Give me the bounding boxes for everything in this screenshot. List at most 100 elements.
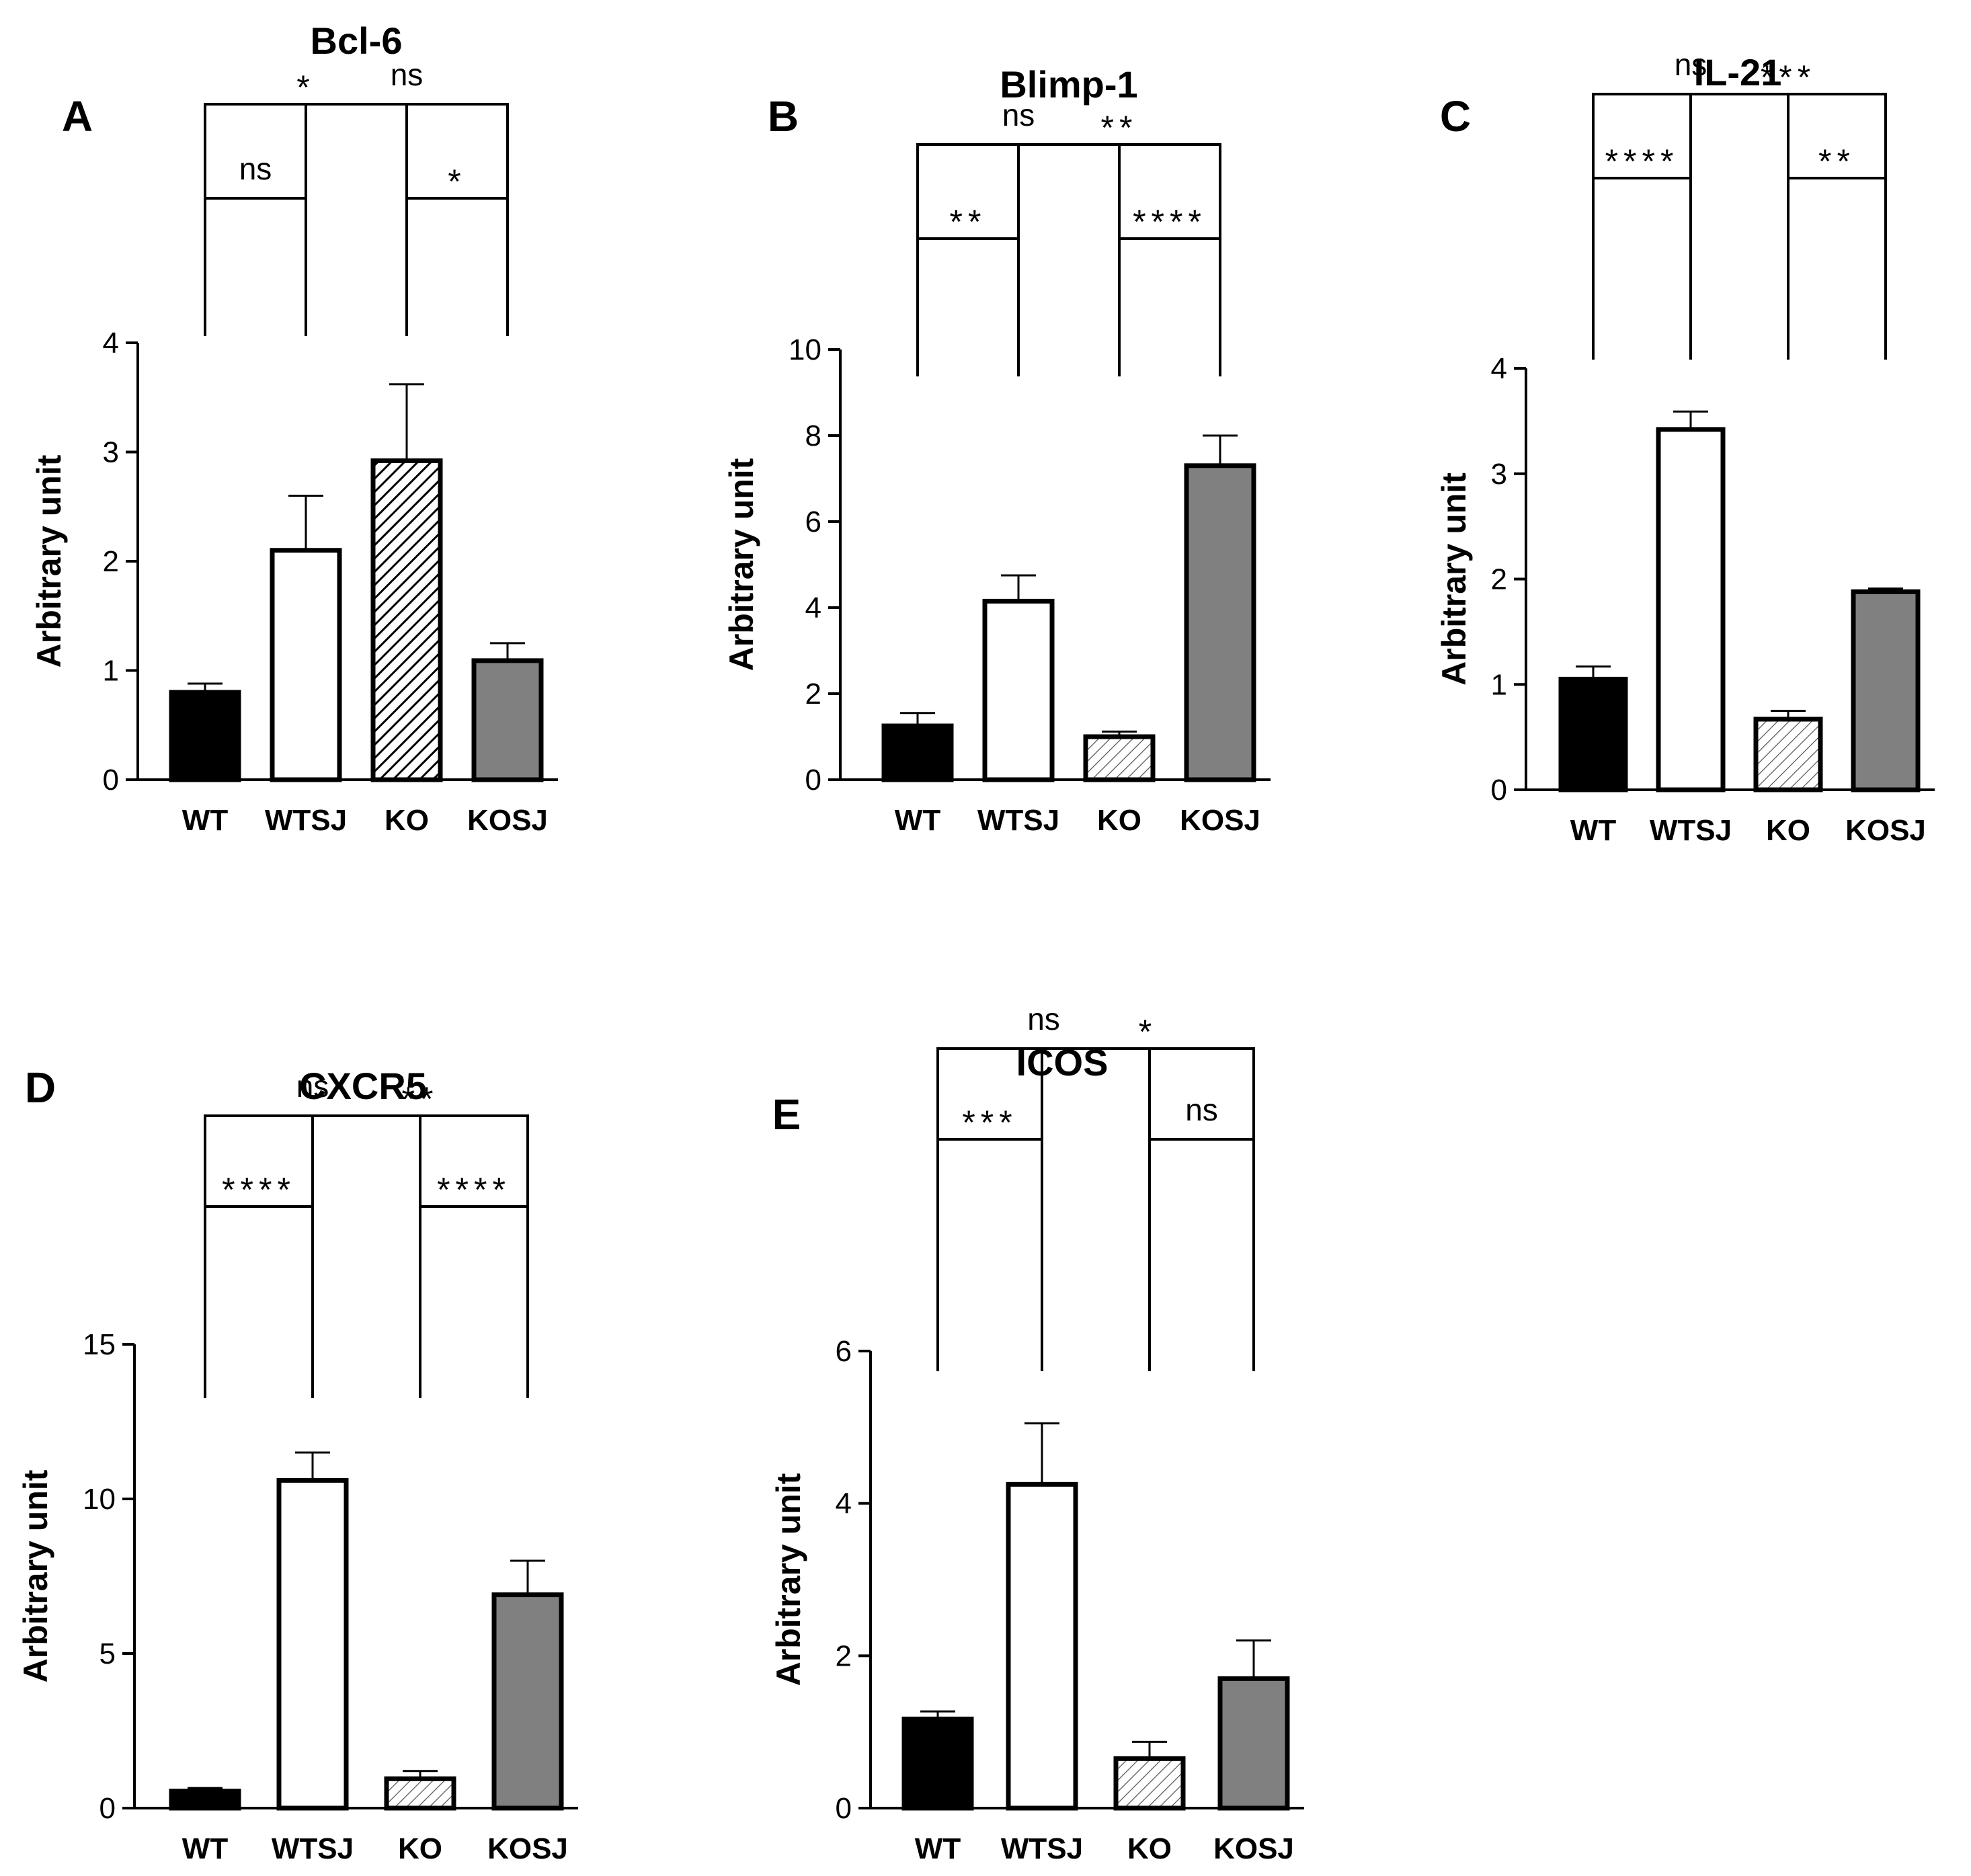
bar-wt xyxy=(169,690,241,782)
x-tick-label: KO xyxy=(1766,814,1810,847)
bar-ko xyxy=(1113,1756,1186,1811)
y-tick-label: 0 xyxy=(836,1792,852,1825)
x-tick-label: KOSJ xyxy=(1845,814,1926,847)
y-tick-label: 1 xyxy=(1491,668,1507,701)
significance-bracket xyxy=(419,1205,529,1398)
significance-label: * xyxy=(1139,1013,1157,1051)
y-tick-label: 4 xyxy=(836,1487,852,1520)
x-tick-label: WTSJ xyxy=(977,804,1059,837)
significance-bracket xyxy=(936,1138,1043,1371)
bar-kosj xyxy=(1184,463,1256,782)
panel-letter: C xyxy=(1440,92,1471,140)
bar-ko xyxy=(384,1776,456,1811)
y-tick-label: 3 xyxy=(103,436,119,469)
y-tick-label: 2 xyxy=(103,545,119,578)
panel-letter: A xyxy=(62,92,93,140)
y-tick-label: 2 xyxy=(1491,563,1507,596)
x-tick-label: KOSJ xyxy=(487,1832,568,1865)
significance-bracket xyxy=(1148,1138,1255,1371)
y-tick-label: 5 xyxy=(99,1637,116,1670)
x-tick-label: WTSJ xyxy=(1650,814,1732,847)
significance-bracket xyxy=(204,1205,314,1398)
bar-kosj xyxy=(1851,589,1921,792)
significance-label: ** xyxy=(1101,109,1138,147)
significance-label: **** xyxy=(437,1171,511,1209)
y-tick-label: 0 xyxy=(103,764,119,797)
bar-wt xyxy=(881,723,954,782)
x-tick-label: WT xyxy=(915,1832,961,1865)
y-tick-label: 1 xyxy=(103,655,119,688)
significance-label: * xyxy=(296,69,315,106)
significance-label: ns xyxy=(239,151,272,186)
panel-a: A Bcl-6 0 1 2 3 4 Arbitrary unit WT WTSJ KO KOSJ ns *… xyxy=(30,19,558,837)
bar-ko xyxy=(1083,734,1156,782)
x-tick-label: WT xyxy=(182,804,229,837)
significance-bracket xyxy=(1041,1047,1255,1267)
bar-wtsj xyxy=(270,548,342,782)
bar-ko xyxy=(370,458,443,782)
x-tick-label: WT xyxy=(1570,814,1617,847)
panel-d: D CXCR5 0 5 10 15 Arbitrary unit WT WTSJ KO KOSJ **… xyxy=(17,1063,578,1865)
y-tick-label: 6 xyxy=(836,1335,852,1368)
significance-bracket xyxy=(1017,143,1221,286)
significance-bracket xyxy=(916,237,1020,376)
significance-bracket xyxy=(311,1114,529,1301)
significance-label: ns xyxy=(1185,1092,1218,1127)
y-axis-label: Arbitrary unit xyxy=(723,458,760,671)
y-tick-label: 4 xyxy=(805,592,821,624)
y-tick-label: 2 xyxy=(836,1639,852,1672)
x-tick-label: KOSJ xyxy=(1213,1832,1294,1865)
y-tick-label: 8 xyxy=(805,419,821,452)
significance-label: ** xyxy=(1818,142,1855,180)
significance-label: ns xyxy=(1002,97,1035,132)
x-tick-label: WTSJ xyxy=(265,804,347,837)
x-tick-label: KOSJ xyxy=(467,804,548,837)
significance-label: ns xyxy=(296,1069,329,1104)
x-tick-label: WT xyxy=(182,1832,229,1865)
significance-label: * xyxy=(448,163,466,200)
y-axis-label: Arbitrary unit xyxy=(770,1473,807,1686)
significance-label: ns xyxy=(1027,1002,1060,1036)
y-axis-label: Arbitrary unit xyxy=(17,1469,54,1682)
bar-kosj xyxy=(1217,1676,1290,1811)
x-tick-label: WTSJ xyxy=(272,1832,354,1865)
y-axis-label: Arbitrary unit xyxy=(30,454,68,667)
significance-label: **** xyxy=(1605,142,1679,180)
significance-bracket xyxy=(305,103,509,208)
significance-label: **** xyxy=(1133,203,1207,241)
significance-bracket xyxy=(1118,237,1221,376)
bar-wt xyxy=(169,1789,241,1811)
y-tick-label: 4 xyxy=(103,327,119,360)
panel-letter: D xyxy=(25,1063,56,1112)
x-tick-label: KO xyxy=(1097,804,1141,837)
chart-title: Blimp-1 xyxy=(1000,63,1137,106)
bar-wtsj xyxy=(982,598,1055,782)
x-tick-label: KO xyxy=(385,804,429,837)
y-tick-label: 0 xyxy=(805,764,821,797)
bar-wt xyxy=(901,1716,974,1811)
significance-bracket xyxy=(1592,177,1692,360)
x-tick-label: KOSJ xyxy=(1180,804,1260,837)
y-tick-label: 3 xyxy=(1491,458,1507,491)
y-tick-label: 2 xyxy=(805,678,821,710)
bar-wtsj xyxy=(276,1477,349,1811)
y-tick-label: 0 xyxy=(99,1792,116,1825)
chart-title: Bcl-6 xyxy=(311,19,403,62)
chart-title: CXCR5 xyxy=(299,1065,427,1107)
significance-bracket xyxy=(405,197,509,336)
chart-title: IL-21 xyxy=(1694,51,1782,93)
significance-label: ** xyxy=(402,1080,439,1118)
panel-letter: E xyxy=(772,1090,801,1139)
significance-label: ns xyxy=(391,57,424,92)
x-tick-label: KO xyxy=(1127,1832,1172,1865)
significance-label: *** xyxy=(1761,58,1816,96)
bar-kosj xyxy=(471,658,544,782)
y-tick-label: 0 xyxy=(1491,774,1507,807)
bar-wtsj xyxy=(1656,427,1726,792)
x-tick-label: KO xyxy=(398,1832,442,1865)
bar-ko xyxy=(1753,717,1823,792)
y-tick-label: 6 xyxy=(805,505,821,538)
